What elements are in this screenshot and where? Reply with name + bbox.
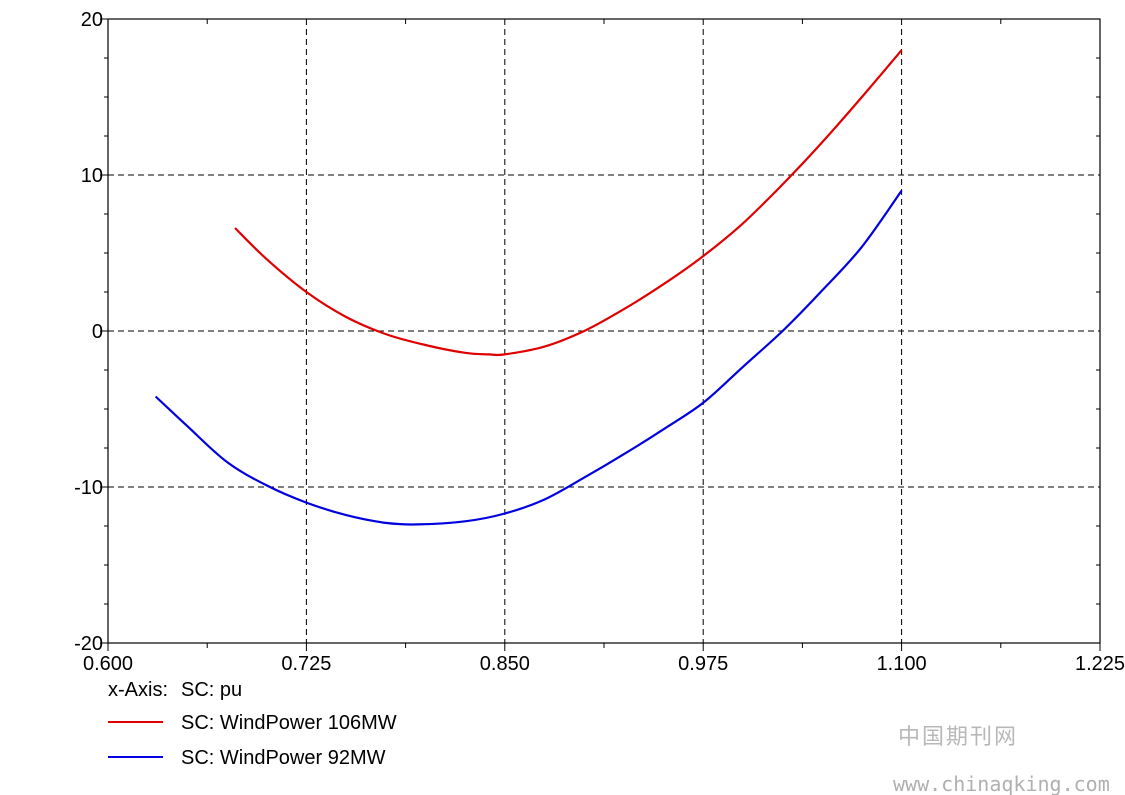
y-tick-label: -10: [74, 477, 103, 499]
legend-label-106mw: SC: WindPower 106MW: [181, 712, 397, 734]
series-lines: [154, 49, 903, 526]
x-axis-label: x-Axis:: [108, 679, 168, 701]
x-axis-quantity: SC: pu: [181, 679, 242, 701]
x-tick-label: 0.850: [480, 653, 530, 675]
y-tick-label: 20: [81, 9, 103, 31]
y-tick-label: -20: [74, 633, 103, 655]
x-tick-label: 1.225: [1075, 653, 1125, 675]
series-line-106mw: [234, 49, 903, 357]
watermark-cn: 中国期刊网: [898, 725, 1018, 750]
tick-labels: 0.600 0.725 0.850 0.975 1.100 1.225 20 10 0 -10 -2…: [74, 9, 1125, 675]
axis-ticks: [100, 18, 1101, 651]
legend: x-Axis: SC: pu SC: WindPower 106MW SC: W…: [108, 679, 397, 769]
x-tick-label: 0.600: [83, 653, 133, 675]
y-tick-label: 10: [81, 165, 103, 187]
y-tick-label: 0: [92, 321, 103, 343]
x-tick-label: 1.100: [877, 653, 927, 675]
x-tick-label: 0.725: [281, 653, 331, 675]
legend-label-92mw: SC: WindPower 92MW: [181, 747, 386, 769]
x-tick-label: 0.975: [678, 653, 728, 675]
grid-lines: [108, 19, 1100, 643]
watermark-url: www.chinaqking.com: [893, 772, 1110, 795]
series-line-92mw: [154, 189, 903, 526]
